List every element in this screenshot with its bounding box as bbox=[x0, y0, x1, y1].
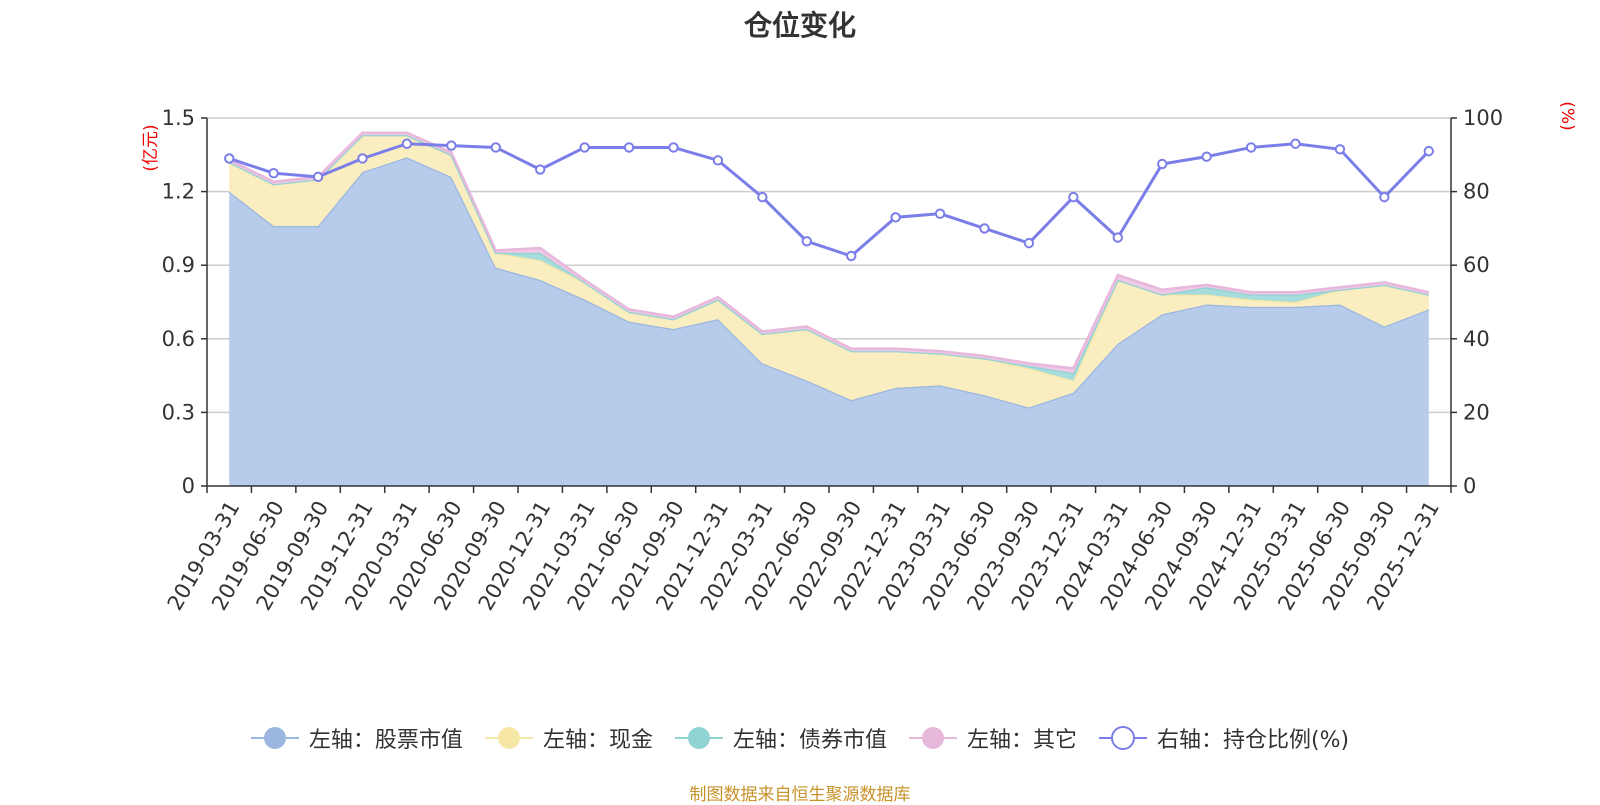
legend-item[interactable]: 左轴：股票市值 bbox=[250, 722, 463, 754]
ratio-point[interactable] bbox=[757, 191, 768, 203]
ratio-point[interactable] bbox=[979, 223, 990, 234]
ratio-point[interactable] bbox=[1245, 142, 1257, 153]
left-tick-label: 0.6 bbox=[162, 327, 195, 351]
left-tick-label: 0.3 bbox=[162, 400, 195, 424]
right-tick-label: 20 bbox=[1463, 400, 1490, 424]
legend-label: 左轴：现金 bbox=[542, 728, 653, 753]
right-tick-label: 40 bbox=[1463, 327, 1490, 351]
right-tick-label: 60 bbox=[1463, 253, 1490, 277]
area-股票市值 bbox=[229, 157, 1429, 486]
ratio-point[interactable] bbox=[1068, 191, 1079, 203]
area-edge-其它 bbox=[228, 131, 1430, 370]
legend-item[interactable]: 右轴：持仓比例(%) bbox=[1098, 722, 1350, 754]
ratio-point[interactable] bbox=[224, 153, 235, 164]
left-tick-label: 1.2 bbox=[162, 180, 195, 204]
ratio-point[interactable] bbox=[357, 153, 368, 164]
ratio-point[interactable] bbox=[801, 236, 812, 247]
legend-label: 右轴：持仓比例(%) bbox=[1156, 728, 1350, 753]
chart-title: 仓位变化 bbox=[743, 9, 856, 42]
ratio-point[interactable] bbox=[1023, 237, 1035, 249]
ratio-point[interactable] bbox=[579, 142, 590, 153]
legend-item[interactable]: 左轴：其它 bbox=[908, 722, 1077, 754]
stacked-areas bbox=[228, 131, 1430, 486]
right-tick-label: 80 bbox=[1463, 180, 1490, 204]
left-axis-unit: (亿元) bbox=[141, 124, 161, 171]
chart-plot: 00.30.60.91.21.50204060801002019-03-3120… bbox=[141, 101, 1577, 614]
left-tick-label: 1.5 bbox=[162, 106, 195, 130]
ratio-line-path bbox=[228, 142, 1430, 258]
ratio-point[interactable] bbox=[1201, 151, 1212, 162]
legend-swatch bbox=[1098, 726, 1147, 750]
legend-swatch bbox=[908, 727, 957, 749]
ratio-point[interactable] bbox=[1157, 158, 1168, 170]
right-tick-label: 100 bbox=[1463, 106, 1503, 130]
ratio-point[interactable] bbox=[890, 212, 901, 223]
legend-label: 左轴：股票市值 bbox=[308, 728, 463, 753]
ratio-point[interactable] bbox=[623, 142, 635, 153]
legend-item[interactable]: 左轴：现金 bbox=[484, 722, 653, 754]
legend-label: 左轴：其它 bbox=[966, 728, 1077, 753]
legend-swatch bbox=[484, 727, 533, 749]
ratio-point[interactable] bbox=[712, 155, 724, 166]
source-note: 制图数据来自恒生聚源数据库 bbox=[689, 785, 911, 805]
left-tick-label: 0 bbox=[182, 474, 195, 498]
ratio-point[interactable] bbox=[446, 140, 457, 151]
ratio-point[interactable] bbox=[668, 142, 679, 153]
left-tick-label: 0.9 bbox=[162, 253, 195, 277]
legend: 左轴：股票市值 左轴：现金 左轴：债券市值 左轴：其它 右轴：持仓比例(%) bbox=[0, 722, 1600, 754]
ratio-point[interactable] bbox=[401, 138, 413, 149]
legend-swatch bbox=[674, 727, 723, 749]
ratio-point[interactable] bbox=[1290, 138, 1301, 149]
ratio-point[interactable] bbox=[268, 168, 279, 179]
ratio-point[interactable] bbox=[535, 164, 546, 175]
ratio-point[interactable] bbox=[1423, 145, 1434, 157]
ratio-line bbox=[224, 138, 1434, 262]
ratio-point[interactable] bbox=[1112, 232, 1123, 243]
ratio-point[interactable] bbox=[312, 171, 324, 183]
right-tick-label: 0 bbox=[1463, 474, 1476, 498]
ratio-point[interactable] bbox=[1379, 191, 1390, 203]
ratio-point[interactable] bbox=[934, 208, 946, 219]
right-axis-unit: (%) bbox=[1557, 101, 1577, 130]
ratio-point[interactable] bbox=[846, 250, 857, 262]
ratio-point[interactable] bbox=[490, 142, 501, 153]
legend-item[interactable]: 左轴：债券市值 bbox=[674, 722, 887, 754]
ratio-point[interactable] bbox=[1334, 144, 1346, 155]
legend-label: 左轴：债券市值 bbox=[732, 728, 887, 753]
legend-swatch bbox=[250, 727, 299, 749]
